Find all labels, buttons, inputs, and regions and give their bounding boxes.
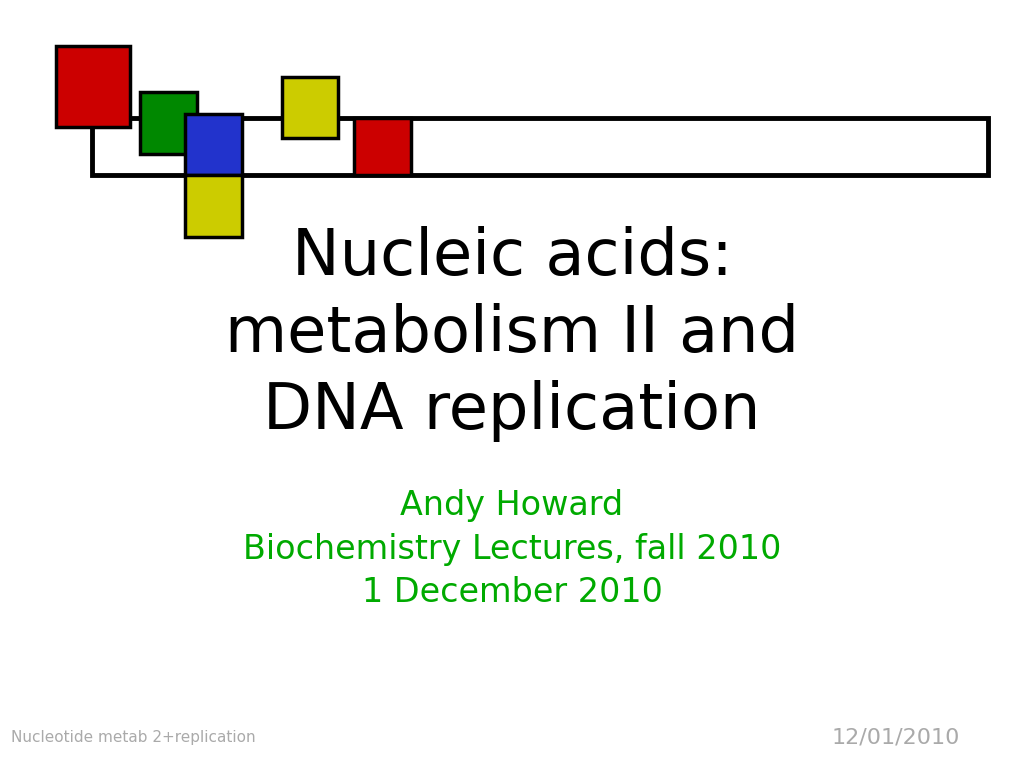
- Bar: [92, 118, 988, 175]
- Text: 12/01/2010: 12/01/2010: [831, 727, 961, 747]
- Text: Nucleic acids:
metabolism II and
DNA replication: Nucleic acids: metabolism II and DNA rep…: [225, 227, 799, 442]
- Text: Nucleotide metab 2+replication: Nucleotide metab 2+replication: [11, 730, 255, 745]
- Bar: [140, 92, 197, 154]
- Bar: [185, 175, 242, 237]
- Text: Andy Howard
Biochemistry Lectures, fall 2010
1 December 2010: Andy Howard Biochemistry Lectures, fall …: [243, 489, 781, 609]
- Bar: [56, 46, 130, 127]
- Bar: [282, 77, 338, 138]
- Bar: [354, 118, 411, 175]
- Bar: [185, 114, 242, 175]
